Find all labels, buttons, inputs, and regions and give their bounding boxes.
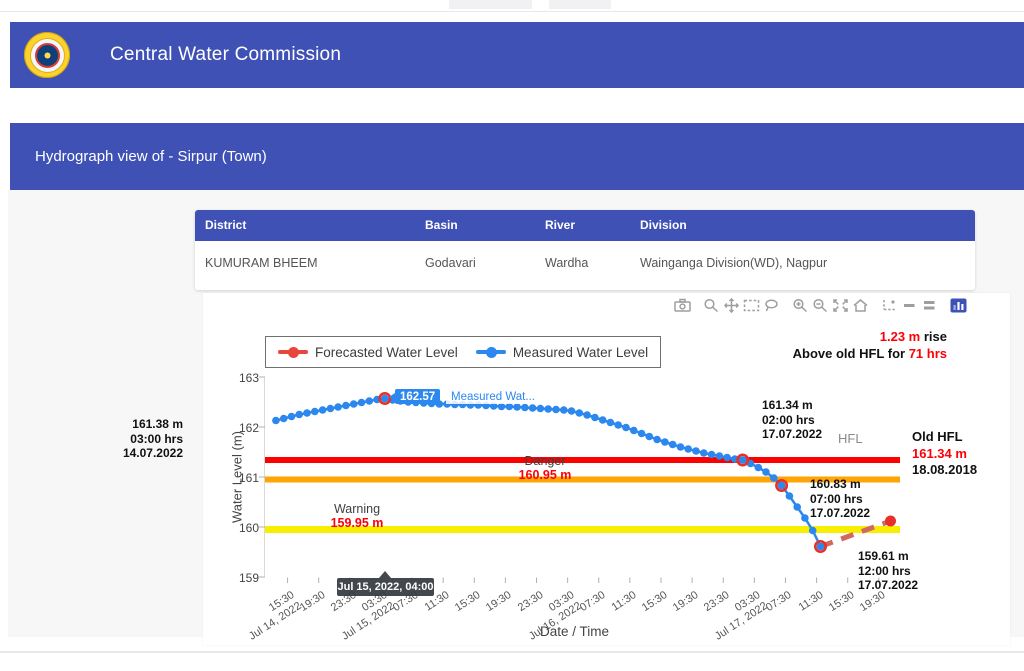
zoom-out-icon[interactable] bbox=[810, 296, 830, 314]
legend-label: Forecasted Water Level bbox=[315, 344, 458, 360]
danger-cross-time: 07:00 hrs bbox=[810, 491, 863, 506]
cell-river: Wardha bbox=[545, 256, 589, 270]
low-point-value: 159.61 m bbox=[858, 549, 909, 563]
danger-cross-value: 160.83 m bbox=[810, 477, 861, 491]
hfl-line-label: HFL bbox=[838, 431, 863, 446]
left-station-value: 161.38 m bbox=[132, 417, 183, 431]
box-select-icon[interactable] bbox=[741, 296, 761, 314]
hfl-cross-annotation: 161.34 m 02:00 hrs 17.07.2022 bbox=[762, 398, 822, 442]
forecasted-series-marker bbox=[278, 346, 308, 358]
legend-item-forecasted[interactable]: Forecasted Water Level bbox=[278, 345, 458, 360]
left-station-date: 14.07.2022 bbox=[122, 446, 183, 460]
lasso-select-icon[interactable] bbox=[761, 296, 781, 314]
plotly-modebar bbox=[672, 296, 968, 314]
pan-icon[interactable] bbox=[721, 296, 741, 314]
hfl-cross-value: 161.34 m bbox=[762, 398, 813, 412]
col-header-division: Division bbox=[640, 218, 687, 232]
app-header: Central Water Commission bbox=[10, 22, 1024, 88]
axis-hover-tooltip: Jul 15, 2022, 04:00 bbox=[337, 578, 434, 596]
station-info-table: District Basin River Division KUMURAM BH… bbox=[195, 210, 975, 290]
hover-value-badge: 162.57 bbox=[395, 389, 441, 404]
left-station-time: 03:00 hrs bbox=[130, 431, 183, 446]
rise-value: 1.23 m bbox=[879, 329, 921, 344]
top-artifact-right bbox=[549, 0, 611, 9]
cell-basin: Godavari bbox=[425, 256, 476, 270]
hfl-cross-date: 17.07.2022 bbox=[762, 427, 823, 441]
axis-tooltip-caret-icon bbox=[379, 571, 391, 578]
danger-cross-annotation: 160.83 m 07:00 hrs 17.07.2022 bbox=[810, 477, 870, 521]
low-point-annotation: 159.61 m 12:00 hrs 17.07.2022 bbox=[858, 549, 918, 593]
zoom-icon[interactable] bbox=[701, 296, 721, 314]
table-row: KUMURAM BHEEM Godavari Wardha Wainganga … bbox=[195, 241, 975, 290]
top-artifact-left bbox=[449, 0, 532, 9]
hover-series-hint: Measured Wat... bbox=[446, 390, 540, 404]
cell-district: KUMURAM BHEEM bbox=[205, 256, 318, 270]
old-hfl-title: Old HFL bbox=[912, 429, 963, 444]
rise-annotation: 1.23 m rise Above old HFL for 71 hrs bbox=[793, 329, 947, 362]
low-point-time: 12:00 hrs bbox=[858, 563, 911, 578]
old-hfl-annotation: Old HFL 161.34 m 18.08.2018 bbox=[912, 429, 977, 479]
hydrograph-header: Hydrograph view of - Sirpur (Town) bbox=[10, 123, 1024, 190]
x-axis-title: Date / Time bbox=[540, 624, 610, 639]
col-header-basin: Basin bbox=[425, 218, 458, 232]
bottom-divider bbox=[0, 651, 1024, 653]
plotly-logo-icon[interactable] bbox=[948, 296, 968, 314]
danger-cross-date: 17.07.2022 bbox=[810, 506, 871, 520]
camera-icon[interactable] bbox=[672, 296, 692, 314]
toggle-spike-lines-icon[interactable] bbox=[879, 296, 899, 314]
col-header-river: River bbox=[545, 218, 576, 232]
legend-label: Measured Water Level bbox=[512, 344, 649, 360]
legend-item-measured[interactable]: Measured Water Level bbox=[475, 344, 649, 360]
table-header-row: District Basin River Division bbox=[195, 210, 975, 241]
autoscale-icon[interactable] bbox=[830, 296, 850, 314]
above-hfl-hours: 71 hrs bbox=[908, 345, 947, 361]
above-hfl-prefix: Above old HFL for bbox=[792, 345, 909, 361]
page-title: Hydrograph view of - Sirpur (Town) bbox=[35, 148, 267, 165]
zoom-in-icon[interactable] bbox=[790, 296, 810, 314]
y-axis-title: Water Level (m) bbox=[229, 431, 245, 523]
col-header-district: District bbox=[205, 218, 247, 232]
hfl-cross-time: 02:00 hrs bbox=[762, 412, 815, 427]
rise-suffix: rise bbox=[920, 329, 947, 344]
cwc-logo-core bbox=[34, 42, 60, 68]
cwc-logo-inner bbox=[29, 37, 65, 73]
cwc-logo-icon bbox=[24, 32, 70, 78]
top-divider bbox=[0, 11, 1024, 12]
old-hfl-date: 18.08.2018 bbox=[912, 462, 978, 477]
low-point-date: 17.07.2022 bbox=[858, 578, 919, 592]
hover-compare-icon[interactable] bbox=[919, 296, 939, 314]
measured-series-marker bbox=[475, 346, 506, 358]
old-hfl-value: 161.34 m bbox=[912, 445, 967, 461]
hover-closest-icon[interactable] bbox=[899, 296, 919, 314]
chart-legend: Forecasted Water Level Measured Water Le… bbox=[265, 336, 662, 368]
left-station-annotation: 161.38 m 03:00 hrs 14.07.2022 bbox=[103, 417, 183, 461]
reset-axes-icon[interactable] bbox=[850, 296, 870, 314]
app-title: Central Water Commission bbox=[110, 44, 342, 65]
cell-division: Wainganga Division(WD), Nagpur bbox=[640, 256, 828, 270]
